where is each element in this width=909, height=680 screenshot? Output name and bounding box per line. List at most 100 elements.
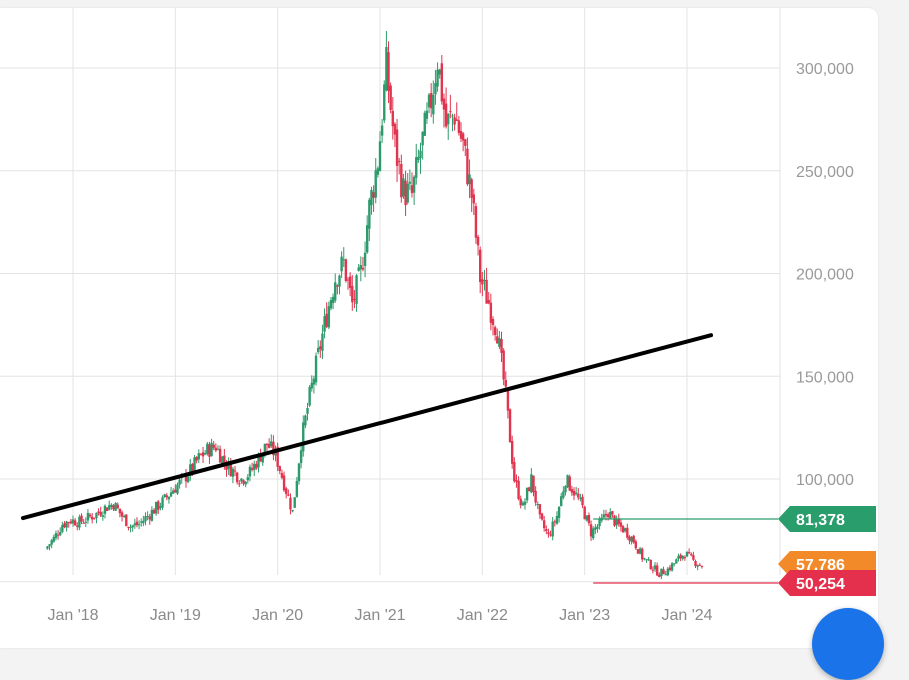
candle-body [353, 298, 356, 300]
candle-body [515, 480, 518, 482]
candle-body [536, 504, 539, 506]
candle-body [393, 123, 397, 135]
candle-body [93, 517, 96, 519]
candle-body [538, 504, 542, 515]
candle-body [434, 83, 437, 95]
candle-body [157, 501, 160, 510]
candle-body [165, 495, 169, 498]
y-tick-label: 100,000 [796, 472, 854, 489]
candle-body [65, 521, 68, 528]
candle-body [191, 463, 194, 472]
candle-body [280, 473, 284, 478]
candle-body [404, 180, 407, 206]
candle-body [581, 496, 584, 506]
candle-body [653, 565, 657, 570]
candle-body [370, 189, 373, 206]
candle-body [397, 160, 401, 163]
candle-body [660, 568, 663, 577]
candle-body [255, 463, 258, 469]
candle-body [700, 565, 704, 567]
candle-body [464, 139, 467, 146]
x-tick-label: Jan '22 [457, 607, 508, 624]
candle-body [658, 574, 661, 578]
candle-body [88, 514, 92, 517]
candle-body [214, 447, 218, 451]
candle-body [52, 536, 56, 542]
price-tag-label: 81,378 [796, 512, 845, 529]
candle-body [491, 318, 495, 325]
candle-body [425, 110, 429, 119]
candle-body [621, 526, 625, 533]
y-tick-label: 300,000 [796, 61, 854, 78]
candle-body [577, 493, 580, 498]
candle-body [668, 567, 672, 570]
candle-body [327, 306, 331, 328]
candle-body [282, 475, 286, 491]
candle-body [193, 457, 196, 471]
candle-body [142, 520, 145, 524]
candle-body [459, 131, 463, 139]
candle-body [304, 415, 307, 426]
candle-body [105, 507, 109, 511]
candle-body [201, 452, 205, 457]
candle-body [442, 98, 446, 110]
candle-body [591, 528, 595, 539]
candle-body [114, 503, 117, 511]
candle-body [261, 452, 264, 463]
candle-body [199, 453, 203, 455]
candle-body [48, 544, 51, 547]
candle-body [146, 515, 149, 517]
candle-body [137, 524, 141, 526]
candle-body [82, 522, 85, 524]
candle-body [502, 350, 505, 380]
candle-body [218, 448, 222, 463]
trendline [21, 333, 714, 521]
candle-body [361, 267, 365, 270]
x-tick-label: Jan '18 [47, 607, 98, 624]
candle-body [76, 525, 79, 527]
candle-body [602, 514, 606, 518]
candle-body [510, 441, 514, 464]
candle-body [687, 552, 691, 554]
candle-body [613, 515, 616, 526]
candle-body [240, 478, 243, 482]
candle-body [395, 129, 399, 166]
y-axis: 100,000 150,000 200,000 250,000 300,000 [796, 61, 854, 489]
candle-body [253, 463, 256, 471]
candle-body [583, 506, 586, 520]
price-chart[interactable]: 81,378 57,786 50,254 100,000 150,000 200,000… [0, 8, 878, 638]
candle-body [410, 185, 414, 194]
candle-body [419, 150, 422, 158]
candle-body [415, 157, 418, 178]
candle-body [329, 300, 333, 309]
candle-body [692, 555, 695, 560]
candle-body [250, 468, 254, 470]
candle-body [574, 492, 578, 495]
candle-body [78, 516, 81, 528]
floating-action-button[interactable] [812, 608, 884, 680]
candle-body [521, 502, 525, 506]
candle-body [378, 141, 382, 172]
candle-body [423, 112, 426, 136]
candle-body [447, 113, 450, 125]
candle-body [685, 551, 689, 557]
candle-body [402, 178, 405, 197]
candle-body [696, 565, 699, 567]
candle-body [534, 490, 537, 503]
candle-body [319, 346, 322, 350]
candle-body [634, 541, 638, 549]
candle-body [451, 115, 454, 117]
candle-body [167, 496, 171, 500]
candle-body [609, 511, 612, 519]
candle-body [186, 476, 190, 483]
candle-body [244, 481, 247, 485]
candle-body [140, 521, 143, 523]
candle-body [163, 494, 166, 497]
candle-body [248, 466, 252, 477]
candle-body [259, 454, 262, 462]
candle-body [489, 302, 493, 323]
candle-body [71, 519, 75, 524]
candle-body [628, 536, 631, 541]
candle-body [321, 333, 324, 351]
candle-body [120, 512, 124, 517]
